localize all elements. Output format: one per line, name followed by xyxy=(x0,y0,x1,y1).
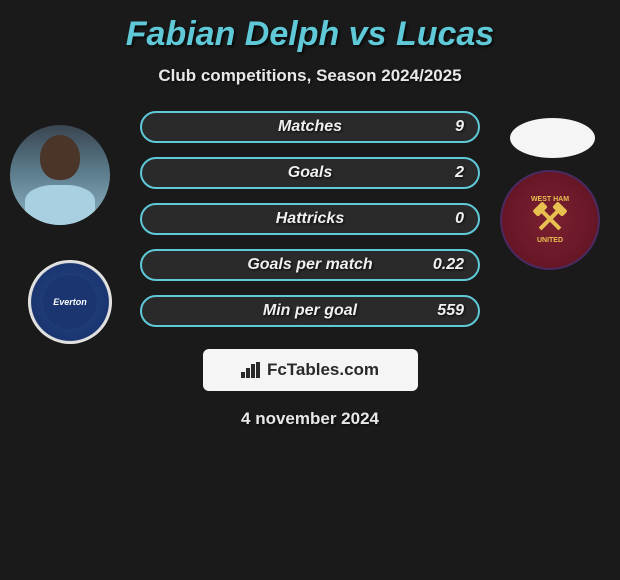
player-right-avatar xyxy=(510,118,595,158)
stats-list: Matches 9 Goals 2 Hattricks 0 Goals per … xyxy=(140,111,480,327)
club-left-label: Everton xyxy=(43,275,97,329)
stat-label: Goals per match xyxy=(247,256,372,274)
page-title: Fabian Delph vs Lucas xyxy=(0,15,620,54)
player-right-club-badge: WEST HAM UNITED xyxy=(500,170,600,270)
stat-row: Matches 9 xyxy=(140,111,480,143)
stat-row: Min per goal 559 xyxy=(140,295,480,327)
stat-label: Min per goal xyxy=(263,302,357,320)
comparison-card: Fabian Delph vs Lucas Club competitions,… xyxy=(0,0,620,439)
stat-row: Goals per match 0.22 xyxy=(140,249,480,281)
date-label: 4 november 2024 xyxy=(0,409,620,429)
stat-label: Hattricks xyxy=(276,210,344,228)
stat-value-right: 2 xyxy=(455,164,464,182)
stat-value-right: 0.22 xyxy=(433,256,464,274)
stat-label: Goals xyxy=(288,164,332,182)
stat-row: Hattricks 0 xyxy=(140,203,480,235)
stat-value-right: 0 xyxy=(455,210,464,228)
stat-value-right: 559 xyxy=(437,302,464,320)
stat-row: Goals 2 xyxy=(140,157,480,189)
hammers-icon xyxy=(530,205,570,235)
brand-badge[interactable]: FcTables.com xyxy=(203,349,418,391)
club-right-label-bottom: UNITED xyxy=(537,237,563,244)
chart-icon xyxy=(241,362,261,378)
player-left-club-badge: Everton xyxy=(28,260,112,344)
stat-label: Matches xyxy=(278,118,342,136)
club-right-label-top: WEST HAM xyxy=(531,196,569,203)
player-left-avatar xyxy=(10,125,110,225)
brand-label: FcTables.com xyxy=(267,360,379,380)
stat-value-right: 9 xyxy=(455,118,464,136)
subtitle: Club competitions, Season 2024/2025 xyxy=(0,66,620,86)
